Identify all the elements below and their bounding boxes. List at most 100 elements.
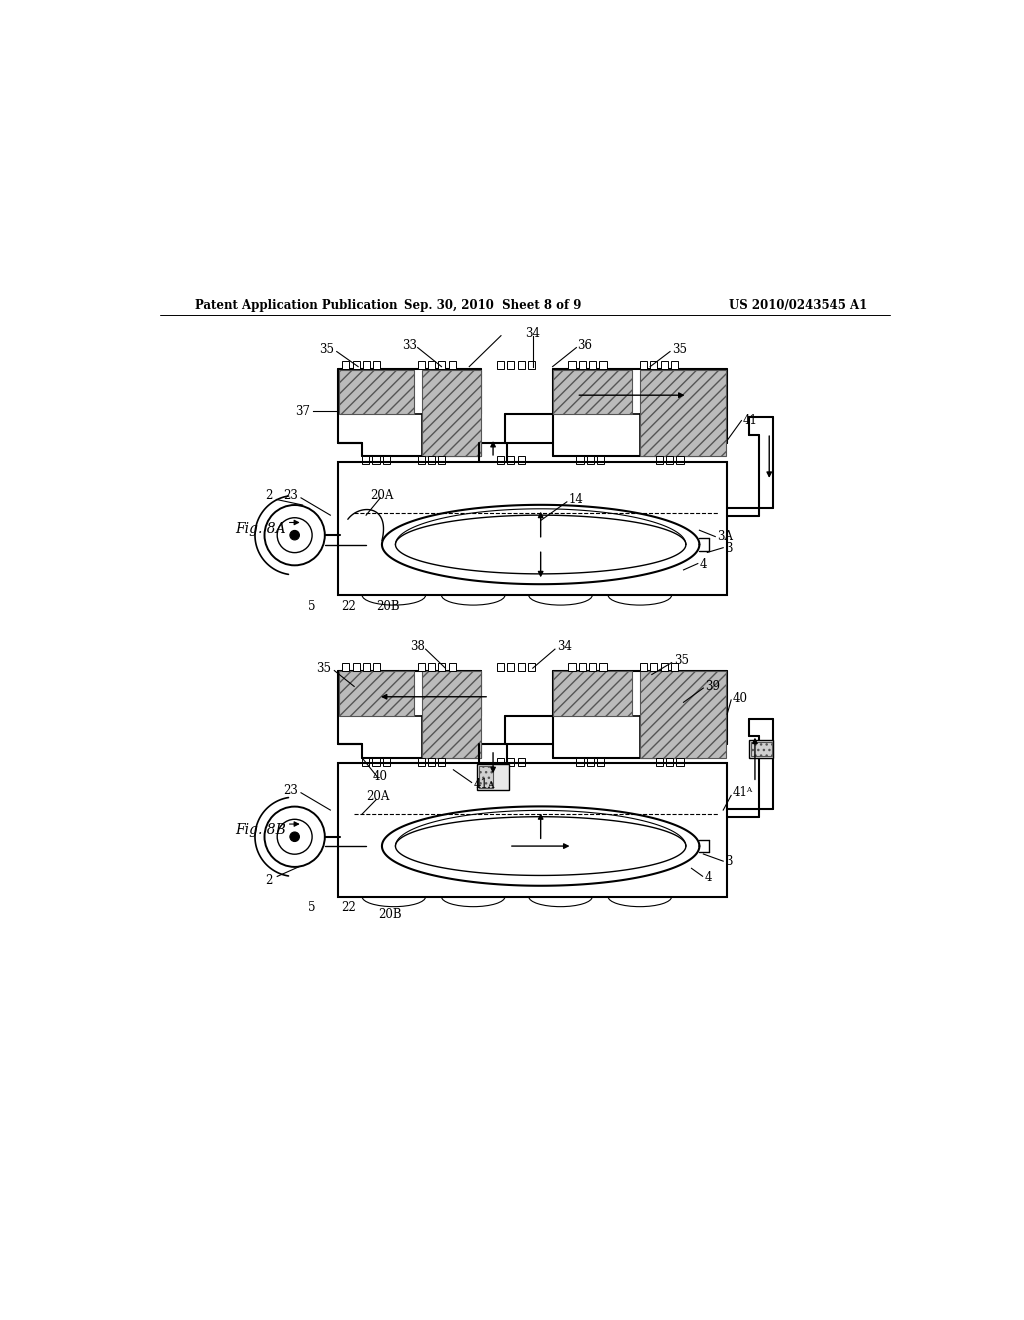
Bar <box>599 663 606 671</box>
Text: 14: 14 <box>568 492 584 506</box>
Text: 5: 5 <box>308 599 315 612</box>
Bar <box>650 362 657 370</box>
Bar <box>428 457 435 465</box>
Text: 20A: 20A <box>371 488 393 502</box>
Bar <box>589 362 596 370</box>
Text: 34: 34 <box>557 640 572 653</box>
Bar <box>597 758 604 766</box>
Bar <box>507 457 514 465</box>
Text: 33: 33 <box>402 339 417 351</box>
Bar <box>338 462 727 595</box>
Text: 20B: 20B <box>378 908 401 921</box>
Bar <box>342 663 349 671</box>
Bar <box>477 764 509 789</box>
Text: Patent Application Publication: Patent Application Publication <box>196 300 398 312</box>
Text: 41: 41 <box>743 414 758 428</box>
Bar <box>577 758 584 766</box>
Bar <box>497 362 504 370</box>
Text: 22: 22 <box>341 902 356 915</box>
Bar <box>671 663 678 671</box>
Bar <box>342 362 349 370</box>
Text: 37: 37 <box>296 404 310 417</box>
Bar <box>428 362 435 370</box>
Bar <box>507 663 514 671</box>
Bar <box>750 741 773 758</box>
Bar <box>338 763 727 896</box>
Bar <box>577 457 584 465</box>
Text: 4: 4 <box>705 871 712 884</box>
Bar <box>438 663 445 671</box>
Text: 41ᴬ: 41ᴬ <box>733 787 753 799</box>
Bar <box>587 758 594 766</box>
Bar <box>373 457 380 465</box>
Bar <box>655 457 663 465</box>
Bar <box>655 758 663 766</box>
Text: 3: 3 <box>725 855 732 869</box>
Text: 5: 5 <box>308 902 315 915</box>
Text: US 2010/0243545 A1: US 2010/0243545 A1 <box>729 300 867 312</box>
Text: Fig. 8B: Fig. 8B <box>236 824 286 837</box>
Text: 20A: 20A <box>367 791 390 804</box>
Text: 2: 2 <box>265 488 273 502</box>
Text: 20B: 20B <box>376 599 399 612</box>
Bar <box>362 362 370 370</box>
Bar <box>449 663 456 671</box>
Text: Sep. 30, 2010  Sheet 8 of 9: Sep. 30, 2010 Sheet 8 of 9 <box>404 300 582 312</box>
Circle shape <box>290 531 299 540</box>
Bar <box>640 672 726 758</box>
Bar <box>422 370 481 457</box>
Text: 35: 35 <box>675 653 689 667</box>
Bar <box>507 362 514 370</box>
Text: 4: 4 <box>699 558 707 570</box>
Bar <box>383 457 390 465</box>
Bar <box>666 758 673 766</box>
Bar <box>666 457 673 465</box>
Bar <box>438 758 445 766</box>
Bar <box>418 457 425 465</box>
Text: 35: 35 <box>672 343 687 355</box>
Bar <box>579 362 586 370</box>
Bar <box>507 758 514 766</box>
Bar <box>373 362 380 370</box>
Bar <box>677 457 684 465</box>
Bar <box>671 362 678 370</box>
Text: 40: 40 <box>733 692 748 705</box>
Bar <box>597 457 604 465</box>
Bar <box>339 370 414 414</box>
Bar <box>660 362 668 370</box>
Bar <box>579 663 586 671</box>
Bar <box>751 742 772 756</box>
Bar <box>422 672 481 758</box>
Text: 38: 38 <box>411 640 425 653</box>
Bar <box>449 362 456 370</box>
Bar <box>587 457 594 465</box>
Bar <box>660 663 668 671</box>
Bar <box>553 370 632 414</box>
Bar <box>640 663 647 671</box>
Text: 2: 2 <box>265 874 273 887</box>
Bar <box>497 758 504 766</box>
Bar <box>640 370 726 457</box>
Text: Fig. 8A: Fig. 8A <box>236 521 286 536</box>
Bar <box>518 457 524 465</box>
Text: 36: 36 <box>577 339 592 351</box>
Bar <box>479 766 494 788</box>
Bar <box>518 663 524 671</box>
Text: 23: 23 <box>284 488 298 502</box>
Bar <box>589 663 596 671</box>
Bar <box>362 457 370 465</box>
Bar <box>599 362 606 370</box>
Bar <box>518 362 524 370</box>
Bar <box>373 663 380 671</box>
Text: 41ᴀ: 41ᴀ <box>473 777 495 791</box>
Text: 40: 40 <box>373 770 388 783</box>
Text: 34: 34 <box>525 327 541 339</box>
Bar <box>362 758 370 766</box>
Text: 35: 35 <box>316 661 332 675</box>
Circle shape <box>290 832 299 842</box>
Bar <box>339 672 414 715</box>
Bar <box>373 758 380 766</box>
Bar <box>352 663 359 671</box>
Bar <box>497 457 504 465</box>
Bar <box>418 362 425 370</box>
